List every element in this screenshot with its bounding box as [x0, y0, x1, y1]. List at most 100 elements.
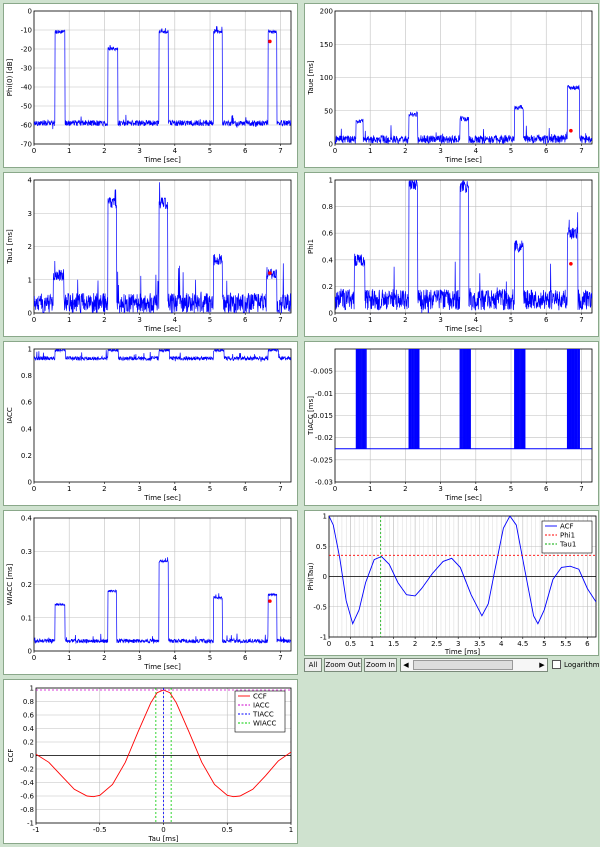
x-tick-label: 0: [333, 316, 337, 324]
x-axis-label: Time [sec]: [143, 325, 181, 333]
x-tick-label: 0: [333, 485, 337, 493]
time-scrollbar[interactable]: ◀ ▶: [400, 658, 548, 672]
x-tick-label: 2: [413, 640, 417, 648]
x-tick-label: 1: [67, 316, 71, 324]
x-tick-label: 0: [32, 485, 36, 493]
y-tick-label: 0.8: [322, 203, 333, 211]
x-tick-label: 1: [370, 640, 374, 648]
plot-area: [335, 180, 592, 313]
x-tick-label: 7: [579, 485, 583, 493]
x-tick-label: 6: [243, 147, 248, 155]
x-axis-label: Tau [ms]: [148, 835, 179, 843]
x-tick-label: 1: [368, 485, 372, 493]
scroll-right-arrow-icon[interactable]: ▶: [539, 661, 545, 669]
chart-panel-iacc: 0 1 2 3 4 5 6 7 0 0.2 0.4 0.6 0.8 1 Time [sec] IACC: [3, 341, 298, 506]
y-tick-label: -0.5: [313, 603, 327, 611]
y-tick-label: 0: [28, 648, 32, 656]
y-axis-label: Tau1 [ms]: [6, 229, 14, 265]
y-tick-label: -10: [21, 27, 32, 35]
cursor-marker: [268, 271, 272, 275]
plot-frame: [328, 515, 597, 638]
chart-ccf: -1 -0.5 0 0.5 1 1 0.8 0.6 0.4 0.2 0 -0.2 -0.4 -0.6 -0.…: [7, 685, 293, 844]
y-tick-label: 0: [329, 310, 333, 318]
y-tick-label: -50: [21, 103, 32, 111]
y-tick-label: 100: [320, 74, 333, 82]
y-axis-label: Taue [ms]: [307, 60, 315, 96]
y-tick-label: 0.4: [21, 425, 33, 433]
chart-wiacc: 0 1 2 3 4 5 6 7 0 0.1 0.2 0.3 0.4 Time [sec] WIACC [ms…: [6, 515, 292, 671]
x-tick-label: 4: [173, 654, 178, 662]
series-line-wiacc: [34, 557, 291, 645]
chart-phi0: 0 1 2 3 4 5 6 7 0 -10 -20 -30 -40 -50 -60 -70 Time [sec]…: [6, 8, 292, 164]
x-tick-label: 6: [544, 147, 549, 155]
y-tick-label: 0: [28, 310, 32, 318]
plot-frame: [33, 348, 292, 483]
x-tick-label: 2: [102, 485, 106, 493]
all-button[interactable]: All: [304, 658, 322, 672]
chart-panel-tau1: 0 1 2 3 4 5 6 7 0 1 2 3 4 Time [sec] Tau1 [ms]: [3, 172, 298, 337]
chart-phi1: 0 1 2 3 4 5 6 7 0 0.2 0.4 0.6 0.8 1 Time [sec] Phi1: [307, 177, 593, 333]
chart-panel-taue: 0 1 2 3 4 5 6 7 0 50 100 150 200 Time [sec] Taue [ms]: [304, 3, 599, 168]
x-tick-label: 4: [499, 640, 504, 648]
x-tick-label: 4: [474, 485, 479, 493]
x-tick-label: 1: [289, 826, 293, 834]
x-tick-label: 3.5: [474, 640, 485, 648]
y-tick-label: -1: [320, 634, 327, 642]
cursor-marker: [268, 599, 272, 603]
zoom-out-button[interactable]: Zoom Out: [324, 658, 362, 672]
y-axis-label: Phi(0) [dB]: [6, 59, 14, 97]
plot-frame: [334, 179, 593, 314]
x-tick-label: 2: [403, 485, 407, 493]
y-tick-label: -70: [21, 141, 32, 149]
y-tick-label: 0.6: [322, 230, 334, 238]
chart-taue: 0 1 2 3 4 5 6 7 0 50 100 150 200 Time [sec] Taue [ms]: [307, 8, 593, 164]
x-tick-label: 2: [102, 654, 106, 662]
x-tick-label: 1: [67, 147, 71, 155]
y-tick-label: 0: [28, 479, 32, 487]
x-tick-label: 1.5: [388, 640, 399, 648]
x-tick-label: 3: [137, 654, 141, 662]
x-axis-label: Time [ms]: [444, 648, 481, 656]
zoom-in-button[interactable]: Zoom In: [364, 658, 397, 672]
y-tick-label: 1: [28, 276, 32, 284]
y-tick-label: -0.4: [20, 779, 34, 787]
x-tick-label: 1: [67, 485, 71, 493]
y-tick-label: 0.4: [322, 256, 334, 264]
plot-area: [34, 182, 291, 313]
x-tick-label: 5: [208, 485, 212, 493]
logarithm-checkbox[interactable]: [552, 660, 561, 669]
scrollbar-thumb[interactable]: [413, 660, 513, 670]
x-tick-label: 6: [243, 485, 248, 493]
x-tick-label: 4.5: [517, 640, 528, 648]
x-tick-label: 5: [509, 485, 513, 493]
scroll-left-arrow-icon[interactable]: ◀: [403, 661, 409, 669]
y-axis-label: TIACC [ms]: [307, 396, 315, 436]
x-tick-label: 3: [137, 485, 141, 493]
legend-label: TIACC: [252, 711, 274, 719]
y-tick-label: -0.025: [310, 456, 333, 464]
y-axis-label: Phi1: [307, 239, 315, 254]
y-tick-label: 0.6: [23, 712, 35, 720]
y-tick-label: 0.3: [21, 548, 32, 556]
x-tick-label: 2: [102, 147, 106, 155]
legend-box: [234, 690, 286, 733]
x-axis-label: Time [sec]: [444, 325, 482, 333]
x-tick-label: 0: [32, 654, 36, 662]
plot-area: [335, 84, 592, 144]
legend-label: IACC: [253, 702, 270, 710]
x-tick-label: 7: [579, 316, 583, 324]
y-axis-label: CCF: [7, 749, 15, 763]
x-tick-label: 2.5: [431, 640, 442, 648]
x-axis-label: Time [sec]: [444, 494, 482, 502]
x-tick-label: 6: [544, 485, 549, 493]
legend-label: Phi1: [560, 532, 575, 540]
x-tick-label: 4: [173, 147, 178, 155]
x-tick-label: 0: [161, 826, 165, 834]
x-tick-label: 1: [368, 316, 372, 324]
y-tick-label: 0: [30, 752, 34, 760]
y-axis-label: WIACC [ms]: [6, 563, 14, 605]
y-tick-label: 0.8: [23, 698, 34, 706]
y-tick-label: 1: [30, 685, 34, 693]
chart-panel-acf: 0 0.5 1 1.5 2 2.5 3 3.5 4 4.5 5 5.5 6 1 0.5 0 -0.5 -1 Time…: [304, 510, 599, 656]
